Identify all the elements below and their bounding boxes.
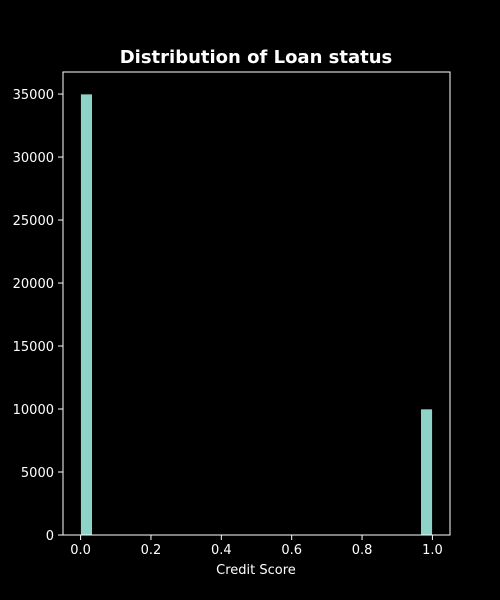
x-axis-label: Credit Score [216, 563, 296, 578]
x-ticks: 0.0 0.2 0.4 0.6 0.8 1.0 [70, 535, 443, 558]
bars-layer [80, 93, 433, 536]
y-tick-label-6: 30000 [13, 151, 54, 166]
y-tick-label-2: 10000 [13, 403, 54, 418]
histogram-bar-1 [420, 408, 433, 536]
y-tick-label-0: 0 [46, 529, 54, 544]
histogram-bar-0 [80, 93, 93, 536]
axes-frame [62, 71, 451, 536]
y-tick-label-1: 5000 [21, 466, 54, 481]
x-tick-label-4: 0.8 [352, 543, 373, 558]
x-tick-label-2: 0.4 [211, 543, 232, 558]
y-tick-label-7: 35000 [13, 88, 54, 103]
y-tick-label-4: 20000 [13, 277, 54, 292]
x-tick-label-5: 1.0 [422, 543, 443, 558]
x-tick-label-1: 0.2 [141, 543, 162, 558]
x-tick-label-3: 0.6 [281, 543, 302, 558]
y-tick-label-5: 25000 [13, 214, 54, 229]
y-ticks: 0 5000 10000 15000 20000 25000 30000 35000 [13, 88, 63, 544]
y-tick-label-3: 15000 [13, 340, 54, 355]
chart-title: Distribution of Loan status [120, 47, 393, 68]
x-tick-label-0: 0.0 [70, 543, 91, 558]
